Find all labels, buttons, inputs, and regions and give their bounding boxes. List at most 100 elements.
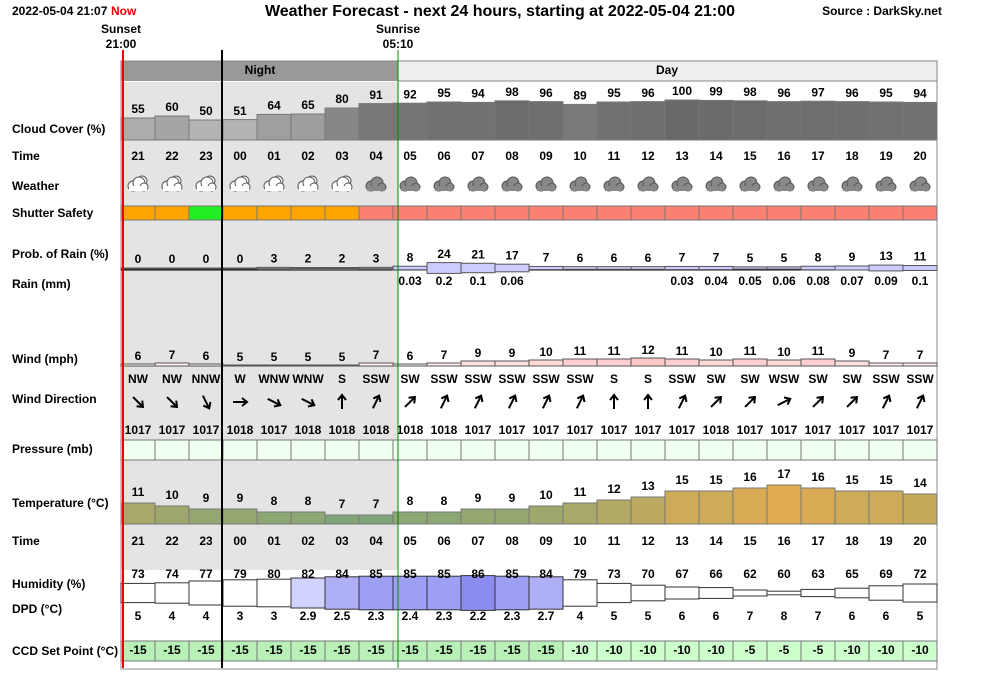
cloud-base	[265, 186, 283, 191]
rain-value: 0.03	[398, 274, 422, 288]
humidity-bar	[528, 576, 564, 610]
cloud-value: 95	[607, 86, 621, 100]
wind-direction: NNW	[192, 372, 221, 386]
humidity-value: 63	[811, 567, 825, 581]
day-label: Day	[656, 63, 678, 77]
arrow-head	[273, 398, 282, 408]
arrow-shaft	[777, 398, 790, 407]
pressure-value: 1017	[873, 423, 900, 437]
temp-value: 8	[441, 494, 448, 508]
hour: 04	[369, 149, 383, 163]
pressure-cell	[290, 439, 326, 461]
sunset-time: 21:00	[106, 37, 137, 51]
rain-prob-bar	[188, 267, 224, 270]
cloud-value: 96	[539, 86, 553, 100]
weather-icon	[773, 176, 795, 192]
cloud-base	[877, 186, 895, 191]
weather-icon	[467, 176, 489, 192]
hour: 20	[913, 149, 927, 163]
ccd-value: -15	[401, 643, 419, 657]
wind-value: 5	[339, 350, 346, 364]
ccd-value: -10	[877, 643, 895, 657]
temp-value: 9	[475, 491, 482, 505]
hour: 12	[641, 534, 655, 548]
wind-arrow	[710, 395, 723, 408]
humidity-bar	[868, 585, 904, 601]
wind-bar	[256, 364, 292, 367]
humidity-bar	[664, 586, 700, 600]
humidity-value: 62	[743, 567, 757, 581]
humidity-value: 77	[199, 567, 213, 581]
rain-prob-bar	[222, 267, 258, 270]
wind-direction: S	[644, 372, 652, 386]
ccd-value: -5	[745, 643, 756, 657]
rain-value: 0.05	[738, 274, 762, 288]
cloud-value: 96	[845, 86, 859, 100]
shutter-cell	[188, 205, 224, 221]
rain-prob-bar	[494, 263, 530, 273]
rain-prob-bar	[528, 265, 564, 271]
weather-icon	[569, 176, 591, 192]
shutter-cell	[290, 205, 326, 221]
temp-value: 8	[407, 494, 414, 508]
wind-direction: SW	[706, 372, 726, 386]
arrow-head	[783, 396, 792, 406]
pressure-cell	[698, 439, 734, 461]
humidity-bar	[800, 588, 836, 598]
hour: 14	[709, 149, 723, 163]
cloud-bar	[766, 101, 802, 141]
hour: 10	[573, 149, 587, 163]
humidity-value: 73	[607, 567, 621, 581]
pressure-cell	[528, 439, 564, 461]
arrow-shaft	[541, 396, 550, 409]
wind-direction: SSW	[430, 372, 458, 386]
arrow-shaft	[439, 396, 448, 409]
rain-prob-value: 2	[339, 252, 346, 266]
shutter-cell	[154, 205, 190, 221]
weather-icon	[161, 175, 183, 192]
cloud-base	[435, 186, 453, 191]
cloud-bar	[222, 119, 258, 141]
temp-bar	[324, 514, 360, 525]
hour: 13	[675, 534, 689, 548]
temp-bar	[460, 508, 496, 525]
pressure-value: 1017	[737, 423, 764, 437]
pressure-cell	[358, 439, 394, 461]
humidity-bar	[902, 583, 938, 603]
cloud-value: 95	[437, 86, 451, 100]
weather-icon	[331, 175, 353, 192]
hour: 19	[879, 534, 893, 548]
shutter-cell	[494, 205, 530, 221]
ccd-value: -10	[707, 643, 725, 657]
hour: 03	[335, 149, 349, 163]
cloud-value: 96	[777, 86, 791, 100]
humidity-bar	[154, 582, 190, 604]
shutter-cell	[324, 205, 360, 221]
wind-bar	[188, 363, 224, 367]
arrow-head	[916, 394, 926, 403]
night-band	[121, 61, 222, 81]
temp-bar	[698, 490, 734, 525]
shutter-cell	[698, 205, 734, 221]
weather-icon	[535, 176, 557, 192]
dpd-value: 2.5	[334, 609, 351, 623]
arrow-shaft	[881, 396, 890, 409]
cloud-value: 98	[743, 85, 757, 99]
temp-bar	[426, 511, 462, 525]
cloud-value: 98	[505, 85, 519, 99]
temp-bar	[494, 508, 530, 525]
wind-direction: SSW	[532, 372, 560, 386]
arrow-head	[474, 394, 484, 403]
humidity-value: 70	[641, 567, 655, 581]
cloud-base	[605, 186, 623, 191]
hour: 02	[301, 149, 315, 163]
wind-bar	[766, 359, 802, 367]
humidity-bar	[494, 575, 530, 611]
rain-prob-bar	[596, 266, 632, 270]
wind-arrow	[777, 396, 792, 407]
arrow-head	[542, 394, 552, 403]
hour: 22	[165, 534, 179, 548]
weather-icon	[195, 175, 217, 192]
